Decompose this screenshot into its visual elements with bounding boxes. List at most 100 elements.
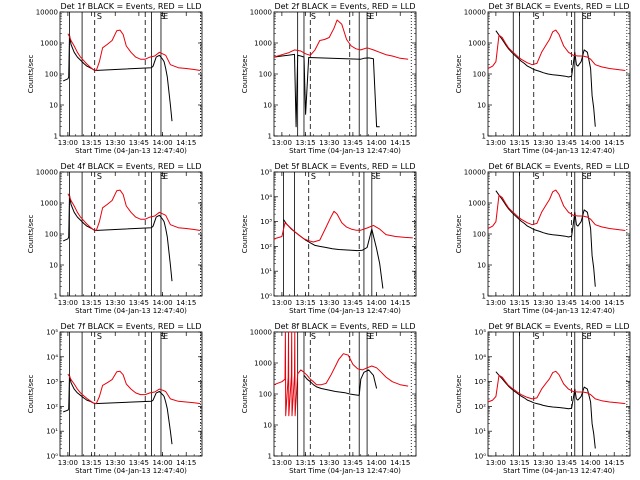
interval-marker-label: E [586, 12, 591, 21]
chart-title: Det 2f BLACK = Events, RED = LLD [274, 2, 415, 11]
x-tick-label: 13:15 [509, 299, 529, 307]
x-tick-label: 14:15 [176, 139, 196, 147]
y-tick-label: 1 [482, 133, 486, 141]
y-tick-label: 1 [54, 133, 58, 141]
y-tick-label: 10⁴ [260, 193, 272, 201]
x-tick-label: 13:45 [129, 139, 149, 147]
interval-marker-label: S [371, 172, 376, 181]
y-tick-label: 1000 [40, 40, 58, 48]
plot-frame [487, 171, 631, 297]
x-tick-label: 13:30 [533, 459, 553, 467]
chart-panel: Det 9f BLACK = Events, RED = LLD 10⁰ 10¹ 10… [455, 322, 631, 475]
chart-panel: Det 5f BLACK = Events, RED = LLD 10⁰ 10¹ 10… [241, 162, 417, 315]
x-tick-label: 13:15 [509, 459, 529, 467]
interval-marker-label: E [369, 12, 374, 21]
events-series-line [62, 194, 173, 282]
y-tick-label: 1 [268, 453, 272, 461]
lld-series-line [273, 19, 409, 60]
interval-marker-label: S [311, 12, 316, 21]
x-axis-label: Start Time (04-Jan-13 12:47:40) [503, 467, 615, 475]
x-axis-label: Start Time (04-Jan-13 12:47:40) [289, 147, 401, 155]
x-tick-label: 13:45 [343, 459, 363, 467]
events-series-line [283, 219, 384, 289]
interval-marker-label: S [582, 172, 587, 181]
y-tick-label: 100 [45, 71, 58, 79]
x-tick-label: 14:00 [366, 139, 386, 147]
x-tick-label: 13:15 [81, 459, 101, 467]
lld-series-line [487, 189, 626, 231]
x-tick-label: 13:45 [129, 299, 149, 307]
x-tick-label: 13:00 [272, 459, 292, 467]
y-tick-label: 10 [263, 422, 272, 430]
events-series-line [495, 190, 596, 287]
y-tick-label: 10000 [36, 169, 58, 177]
interval-marker-label: E [163, 172, 168, 181]
interval-marker-label: S [534, 172, 539, 181]
plot-frame [59, 171, 203, 297]
chart-title: Det 9f BLACK = Events, RED = LLD [488, 322, 629, 331]
y-tick-label: 1000 [254, 40, 272, 48]
y-tick-label: 100 [473, 71, 486, 79]
y-axis-label: Counts/sec [241, 215, 249, 254]
x-axis-label: Start Time (04-Jan-13 12:47:40) [75, 147, 187, 155]
y-tick-label: 1 [54, 293, 58, 301]
x-tick-label: 13:15 [509, 139, 529, 147]
x-tick-label: 14:00 [366, 459, 386, 467]
x-tick-label: 13:15 [81, 139, 101, 147]
events-series-line [273, 53, 380, 128]
interval-marker-label: S [97, 12, 102, 21]
y-tick-label: 100 [259, 71, 272, 79]
y-axis-label: Counts/sec [455, 375, 463, 414]
y-tick-label: 10³ [474, 378, 486, 386]
lld-series-line [67, 189, 201, 231]
chart-title: Det 1f BLACK = Events, RED = LLD [60, 2, 201, 11]
y-tick-label: 10 [263, 102, 272, 110]
events-series-line [495, 30, 596, 127]
x-tick-label: 13:00 [272, 139, 292, 147]
y-tick-label: 10 [49, 262, 58, 270]
interval-marker-label: E [376, 172, 381, 181]
interval-marker-label: S [160, 172, 165, 181]
y-tick-label: 10 [477, 262, 486, 270]
x-tick-label: 13:45 [557, 459, 577, 467]
lld-series-line [67, 370, 201, 405]
interval-marker-label: S [366, 332, 371, 341]
x-tick-label: 13:30 [319, 459, 339, 467]
y-tick-label: 10 [477, 102, 486, 110]
events-series-line [63, 374, 173, 445]
x-tick-label: 13:30 [319, 299, 339, 307]
x-tick-label: 14:00 [580, 299, 600, 307]
x-tick-label: 14:00 [152, 299, 172, 307]
y-tick-label: 1000 [468, 200, 486, 208]
y-tick-label: 10000 [36, 9, 58, 17]
interval-marker-label: S [160, 12, 165, 21]
x-axis-label: Start Time (04-Jan-13 12:47:40) [75, 467, 187, 475]
x-tick-label: 14:15 [604, 139, 624, 147]
y-tick-label: 10² [260, 243, 272, 251]
interval-marker-label: S [97, 332, 102, 341]
x-tick-label: 13:00 [58, 299, 78, 307]
y-tick-label: 10000 [464, 169, 486, 177]
y-tick-label: 100 [45, 231, 58, 239]
x-tick-label: 13:00 [272, 299, 292, 307]
interval-marker-label: S [582, 12, 587, 21]
x-tick-label: 13:45 [129, 459, 149, 467]
chart-panel: Det 8f BLACK = Events, RED = LLD 1 10 100 10… [241, 322, 417, 475]
chart-title: Det 7f BLACK = Events, RED = LLD [60, 322, 201, 331]
interval-marker-label: E [163, 12, 168, 21]
y-tick-label: 10⁵ [474, 329, 486, 337]
x-tick-label: 13:30 [105, 299, 125, 307]
x-tick-label: 14:15 [604, 459, 624, 467]
x-tick-label: 13:45 [557, 139, 577, 147]
x-tick-label: 13:45 [343, 299, 363, 307]
y-tick-label: 10³ [260, 218, 272, 226]
x-tick-label: 14:00 [580, 139, 600, 147]
y-tick-label: 10⁵ [260, 169, 272, 177]
events-series-line [495, 371, 596, 449]
y-tick-label: 10¹ [46, 428, 58, 436]
y-axis-label: Counts/sec [27, 375, 35, 414]
lld-series-line [67, 29, 201, 71]
chart-title: Det 5f BLACK = Events, RED = LLD [274, 162, 415, 171]
x-tick-label: 13:00 [58, 459, 78, 467]
